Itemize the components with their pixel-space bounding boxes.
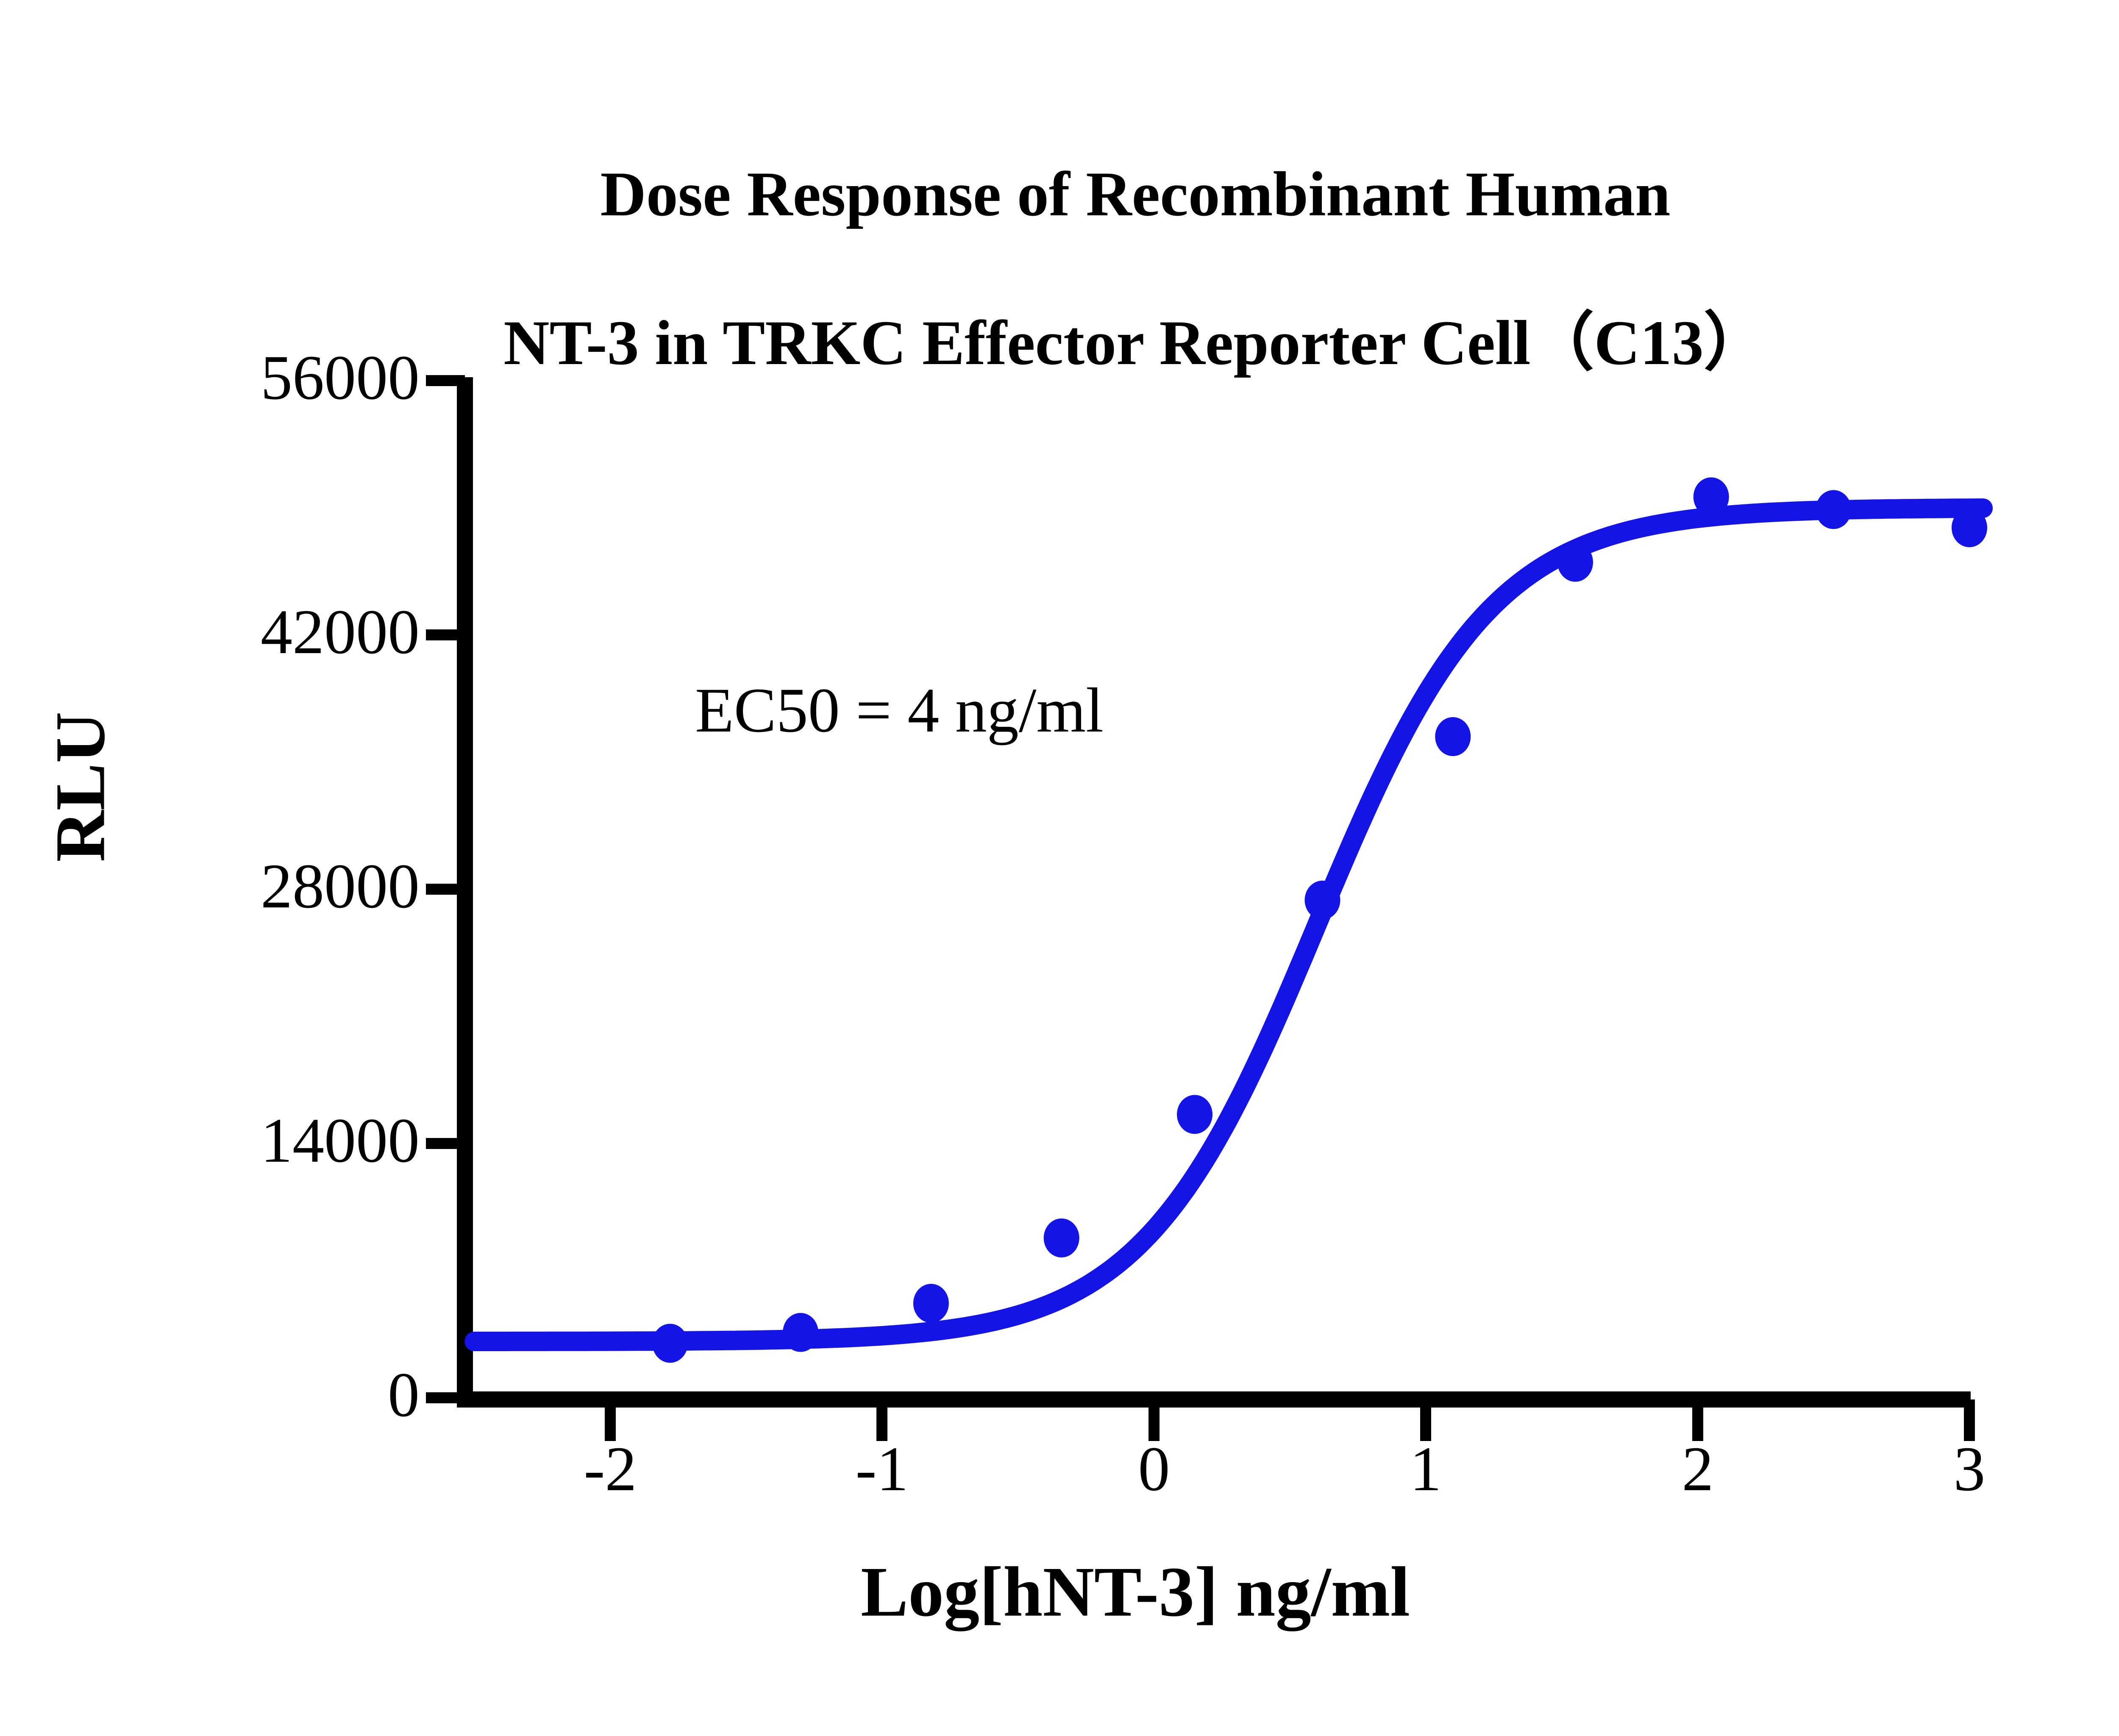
data-point	[652, 1324, 688, 1363]
y-axis-ticks	[426, 375, 465, 1403]
x-tick-label--1: -1	[855, 1434, 909, 1504]
data-point	[1557, 542, 1593, 582]
y-tick-label-42000: 42000	[261, 597, 420, 667]
x-tick-label-0: 0	[1138, 1434, 1170, 1504]
x-tick-label-1: 1	[1410, 1434, 1442, 1504]
x-tick-label-2: 2	[1682, 1434, 1714, 1504]
data-markers-group	[652, 477, 1987, 1363]
chart-title: Dose Response of Recombinant Human NT-3 …	[0, 83, 2119, 380]
data-point	[1693, 477, 1729, 517]
data-point	[1816, 490, 1852, 529]
x-axis-ticks	[605, 1399, 1975, 1441]
data-point	[783, 1313, 818, 1352]
data-point	[1304, 880, 1340, 920]
y-tick-label-28000: 28000	[261, 851, 420, 921]
x-tick-label--2: -2	[584, 1434, 637, 1504]
data-point	[913, 1284, 949, 1323]
chart-title-line2: NT-3 in TRKC Effector Reporter Cell（C13）	[503, 307, 1767, 378]
chart-title-line1: Dose Response of Recombinant Human	[600, 159, 1671, 229]
fit-curve	[464, 498, 1993, 1351]
y-tick-label-14000: 14000	[261, 1105, 420, 1176]
data-point	[1952, 508, 1987, 548]
ec50-annotation: EC50 = 4 ng/ml	[695, 675, 1104, 746]
data-point	[1177, 1095, 1212, 1134]
axes-group	[457, 377, 1971, 1408]
x-axis-title: Log[hNT-3] ng/ml	[860, 1552, 1410, 1631]
y-tick-label-56000: 56000	[261, 342, 420, 413]
x-tick-label-3: 3	[1953, 1434, 1986, 1504]
data-point	[1043, 1218, 1079, 1257]
data-point	[1435, 717, 1471, 756]
y-tick-label-0: 0	[388, 1360, 420, 1430]
